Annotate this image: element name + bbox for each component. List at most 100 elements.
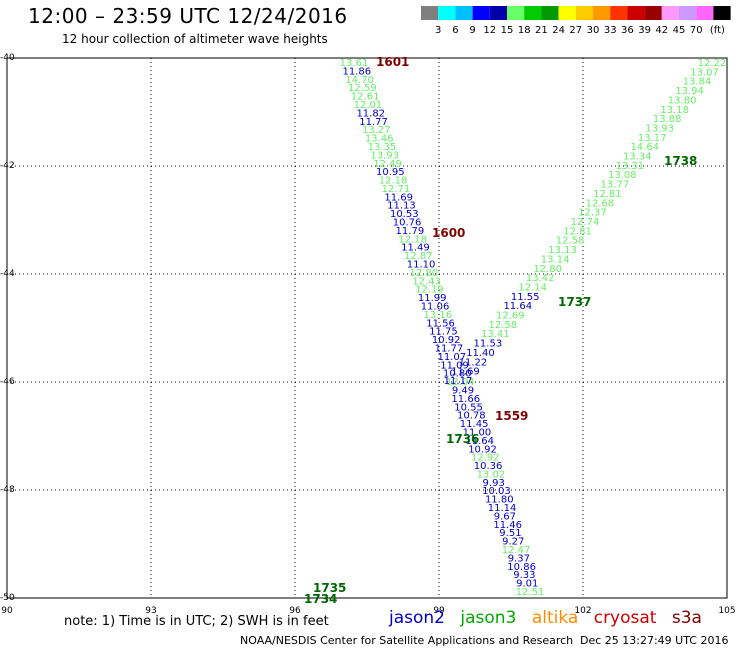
color-swatch (455, 6, 473, 20)
swh-value: 9.51 (499, 528, 521, 539)
pass-time-label: 1735 (313, 581, 346, 595)
color-scale-label: 39 (638, 25, 651, 36)
pass-time-label: 1600 (432, 226, 465, 240)
swh-value: 10.92 (432, 335, 461, 346)
swh-value: 12.59 (348, 83, 377, 94)
color-scale-label: 15 (501, 25, 514, 36)
lat-tick-label: -50 (0, 593, 15, 603)
swh-value: 12.58 (489, 320, 518, 331)
lon-tick-label: 90 (1, 606, 13, 616)
color-swatch (472, 6, 490, 20)
color-scale-label: 12 (483, 25, 496, 36)
lon-tick-label: 102 (574, 606, 591, 616)
swh-value: 12.51 (516, 587, 545, 598)
swh-value: 13.93 (645, 123, 674, 134)
satellite-legend: jason2 jason3 altika cryosat s3a (389, 608, 712, 628)
swh-value: 12.68 (586, 198, 615, 209)
swh-value: 11.56 (426, 318, 455, 329)
swh-value: 11.40 (466, 348, 495, 359)
swh-value: 12.04 (446, 377, 475, 388)
swh-value: 11.64 (503, 301, 532, 312)
swh-value: 13.14 (541, 254, 570, 265)
swh-value: 12.87 (404, 251, 433, 262)
color-swatch (679, 6, 697, 20)
map-title: 12:00 – 23:59 UTC 12/24/2016 (28, 4, 348, 28)
swh-value: 9.37 (508, 553, 530, 564)
swh-value: 12.81 (593, 189, 622, 200)
color-scale-legend: 3 6 9 12 15 18 21 24 27 30 33 36 39 42 45 70 (ft) (421, 6, 731, 36)
color-swatch (661, 6, 679, 20)
swh-value: 13.42 (526, 273, 555, 284)
credit-line: NOAA/NESDIS Center for Satellite Applica… (240, 634, 574, 647)
color-swatch (438, 6, 456, 20)
generation-timestamp: Dec 25 13:27:49 UTC 2016 (580, 634, 729, 647)
color-scale-label: 33 (604, 25, 617, 36)
legend-cryosat: cryosat (593, 608, 657, 628)
swh-value: 13.94 (675, 86, 704, 97)
color-swatch (507, 6, 525, 20)
swh-value: 11.46 (493, 520, 522, 531)
swh-value: 10.78 (457, 411, 486, 422)
swh-value: 11.82 (356, 108, 385, 119)
swh-value: 13.31 (616, 161, 645, 172)
swh-value: 12.92 (471, 453, 500, 464)
swh-value: 13.07 (690, 67, 719, 78)
color-scale-label: 6 (452, 25, 458, 36)
swh-value: 12.47 (502, 545, 531, 556)
swh-value: 11.66 (451, 394, 480, 405)
color-swatch (558, 6, 576, 20)
pass-time-label: 1734 (304, 592, 337, 606)
swh-value: 11.45 (460, 419, 489, 430)
swh-value: 13.13 (548, 245, 577, 256)
map-frame (6, 57, 728, 599)
color-swatch (575, 6, 593, 20)
swh-value: 12.81 (563, 226, 592, 237)
pass-time-label: 1601 (376, 55, 409, 69)
swh-value: 11.22 (459, 357, 488, 368)
swh-value: 11.79 (396, 226, 425, 237)
swh-value: 13.17 (638, 133, 667, 144)
swh-value: 14.70 (345, 75, 374, 86)
swh-value: 11.09 (440, 360, 469, 371)
swh-value: 11.13 (387, 201, 416, 212)
swh-value: 12.80 (410, 268, 439, 279)
swh-value: 13.84 (683, 77, 712, 88)
swh-value: 10.92 (468, 444, 497, 455)
lon-tick-label: 96 (289, 606, 301, 616)
swh-value: 12.14 (518, 282, 547, 293)
color-swatch (541, 6, 559, 20)
legend-altika: altika (531, 608, 579, 628)
lat-tick-label: -42 (0, 161, 15, 171)
swh-value: 13.61 (340, 58, 369, 69)
lat-tick-label: -48 (0, 485, 15, 495)
swh-value: 9.67 (494, 511, 516, 522)
swh-value: 10.80 (443, 369, 472, 380)
swh-value: 12.58 (556, 236, 585, 247)
swh-value: 11.86 (342, 66, 371, 77)
pass-time-label: 1738 (664, 154, 697, 168)
color-scale-label: 24 (552, 25, 565, 36)
swh-value: 13.02 (477, 469, 506, 480)
lon-tick-label: 99 (433, 606, 445, 616)
color-scale-label: 42 (655, 25, 668, 36)
swh-value: 13.88 (653, 114, 682, 125)
swh-value: 11.14 (488, 503, 517, 514)
swh-value: 10.53 (390, 209, 419, 220)
swh-value: 11.00 (463, 427, 492, 438)
swh-value: 12.22 (698, 58, 727, 69)
color-swatch (489, 6, 507, 20)
color-scale-label: 27 (569, 25, 582, 36)
color-scale-label: 45 (673, 25, 686, 36)
swh-value: 13.35 (368, 142, 397, 153)
swh-value: 11.06 (421, 302, 450, 313)
color-swatch (696, 6, 714, 20)
swh-value: 13.80 (668, 95, 697, 106)
swh-value: 11.07 (437, 352, 466, 363)
swh-value: 11.99 (418, 293, 447, 304)
swh-value: 12.43 (412, 276, 441, 287)
map-subtitle: 12 hour collection of altimeter wave hei… (62, 32, 328, 46)
color-scale-label: 3 (435, 25, 441, 36)
swh-value: 10.76 (393, 218, 422, 229)
swh-value: 13.46 (365, 134, 394, 145)
